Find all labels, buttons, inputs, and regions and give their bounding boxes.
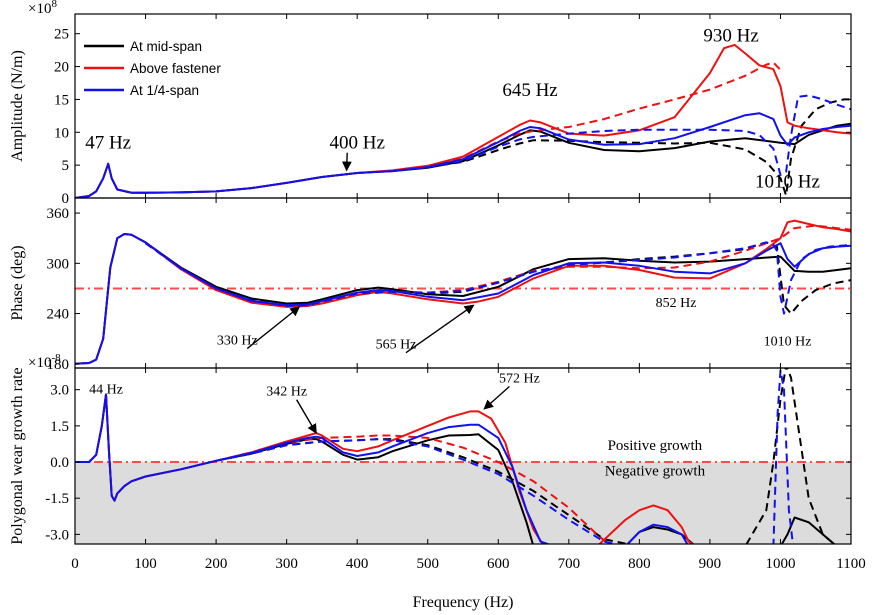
series-line-above-dashed	[215, 434, 610, 544]
panel-phase: 180 240 300 360 Phase (deg) 330 Hz 565 Hz 852 H…	[9, 197, 852, 373]
panel-amplitude: 0 5 10 15 20 25 Amplitude (N/m) ×108 47 Hz 400 Hz…	[9, 0, 852, 207]
series-line-quarter-solid	[75, 112, 851, 198]
annotation-arrow	[296, 399, 317, 434]
annotation-arrow	[341, 152, 352, 172]
y-axis-title: Phase (deg)	[9, 245, 26, 320]
series-line-mid-dashed	[427, 98, 851, 197]
x-tick-label: 200	[205, 556, 228, 572]
series-group	[75, 43, 851, 198]
annotation-label: 930 Hz	[703, 26, 758, 47]
y-tick-label: 25	[54, 27, 69, 43]
x-tick-label: 0	[71, 556, 79, 572]
exponent-label: ×108	[28, 0, 57, 17]
y-tick-label: 0	[62, 191, 70, 207]
x-axis-title: Frequency (Hz)	[413, 594, 514, 611]
annotation-label: 47 Hz	[85, 133, 131, 154]
y-tick-label: 0.0	[50, 455, 69, 471]
annotation-label: 645 Hz	[502, 80, 557, 101]
y-tick-label: 10	[54, 125, 69, 141]
annotation-arrow	[405, 304, 475, 354]
legend-label: At 1/4-span	[130, 83, 199, 98]
annotation-label: 1010 Hz	[764, 334, 812, 349]
annotation-label: 330 Hz	[217, 334, 258, 349]
y-axis-title: Polygonal wear growth rate	[9, 367, 26, 544]
series-line-above-dashed	[144, 224, 851, 307]
x-tick-label: 600	[487, 556, 510, 572]
exponent-label: ×10-8	[28, 352, 61, 371]
annotation-arrow	[483, 385, 510, 410]
y-axis-title: Amplitude (N/m)	[9, 50, 26, 162]
annotation-label: 852 Hz	[656, 296, 697, 311]
series-group	[75, 219, 851, 365]
negative-growth-band	[75, 462, 851, 544]
series-line-quarter-solid	[75, 233, 851, 365]
annotation-label: 400 Hz	[329, 133, 384, 154]
series-line-mid-solid	[75, 122, 851, 198]
x-tick-label: 800	[628, 556, 651, 572]
x-tick-label: 300	[275, 556, 298, 572]
y-tick-label: -3.0	[45, 527, 69, 543]
y-tick-label: 20	[54, 60, 69, 76]
exponent-base: ×10	[28, 1, 51, 17]
legend-label: Above fastener	[130, 61, 221, 76]
x-tick-label: 500	[416, 556, 439, 572]
y-tick-label: 3.0	[50, 383, 69, 399]
panel-frame	[74, 367, 852, 545]
series-line-quarter-dashed	[215, 369, 794, 544]
y-tick-label: 360	[47, 206, 70, 222]
x-tick-label: 1000	[765, 556, 795, 572]
annotation-arrow	[246, 306, 301, 350]
x-tick-label: 100	[134, 556, 157, 572]
y-tick-label: 300	[47, 256, 70, 272]
y-tick-label: 1.5	[50, 419, 69, 435]
x-tick-label: 400	[346, 556, 369, 572]
y-tick-label: 240	[47, 307, 70, 323]
annotation-label: 342 Hz	[266, 385, 307, 400]
panel-frame	[74, 197, 852, 369]
x-tick-label: 900	[699, 556, 722, 572]
annotation-label: 572 Hz	[499, 371, 540, 386]
y-tick-label: -1.5	[45, 491, 69, 507]
positive-growth-label: Positive growth	[608, 438, 703, 454]
x-tick-label: 700	[558, 556, 581, 572]
series-line-quarter-dashed	[427, 94, 851, 176]
annotation-label: 1010 Hz	[755, 171, 820, 192]
exponent-power: 8	[51, 0, 57, 10]
negative-growth-label: Negative growth	[605, 463, 706, 479]
series-line-quarter-dashed	[144, 241, 851, 315]
exponent-power: -8	[51, 352, 61, 364]
legend-label: At mid-span	[130, 39, 202, 54]
y-tick-label: 15	[54, 92, 69, 108]
y-tick-label: 180	[47, 357, 70, 373]
exponent-base: ×10	[28, 355, 51, 371]
series-line-above-solid	[75, 219, 851, 365]
panel-wear: -3.0 -1.5 0.0 1.5 3.0 Polygonal wear growth r…	[9, 352, 852, 545]
legend: At mid-span Above fastener At 1/4-span	[84, 39, 221, 98]
x-tick-label: 1100	[836, 556, 865, 572]
y-tick-label: 5	[62, 158, 70, 174]
annotation-label: 44 Hz	[89, 382, 123, 397]
annotation-label: 565 Hz	[376, 338, 417, 353]
